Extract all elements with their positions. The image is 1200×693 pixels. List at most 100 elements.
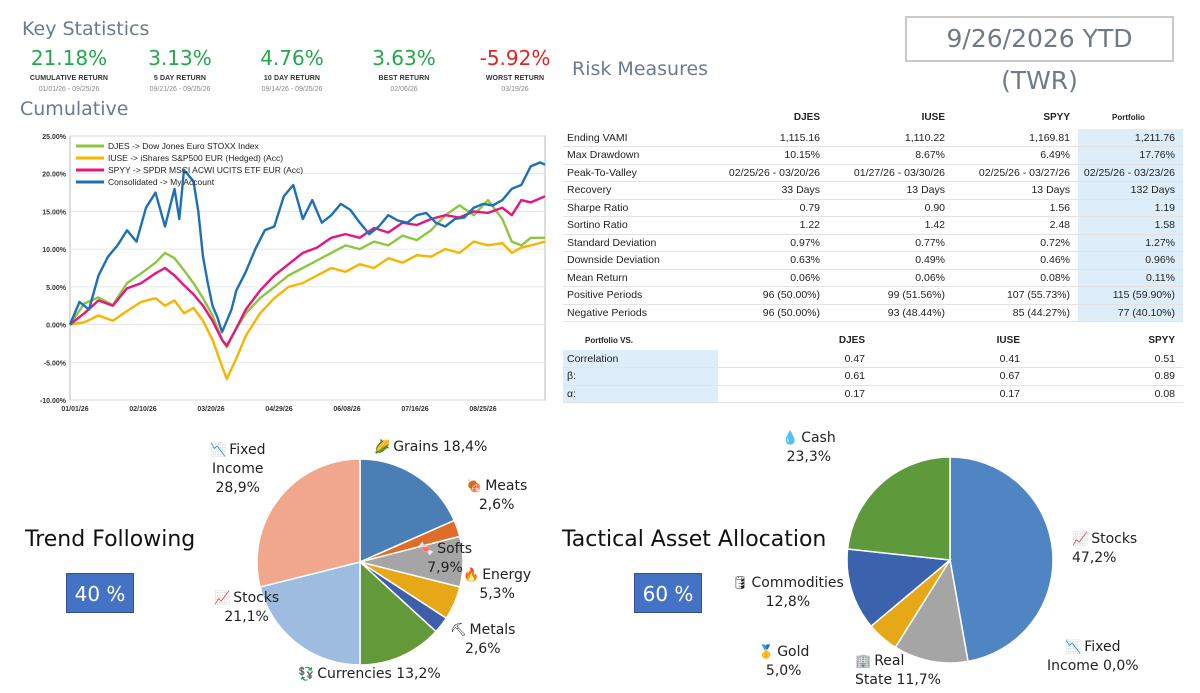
table-cell: 1.22	[703, 216, 828, 235]
table-cell: 77 (40.10%)	[1078, 304, 1183, 322]
row-label: Ending VAMI	[563, 129, 703, 147]
table-row: Downside Deviation 0.63% 0.49% 0.46% 0.96%	[563, 251, 1183, 270]
medal-icon: 🥇	[758, 645, 775, 660]
table-cell: 01/27/26 - 03/30/26	[828, 164, 953, 182]
table-cell: 96 (50.00%)	[703, 286, 828, 305]
stat-date: 02/06/26	[390, 86, 418, 93]
table-row: Max Drawdown 10.15% 8.67% 6.49% 17.76%	[563, 146, 1183, 165]
row-label: Downside Deviation	[563, 251, 703, 270]
risk-header-blank	[563, 105, 703, 129]
table-cell: 1.42	[828, 216, 953, 235]
table-cell: 13 Days	[953, 181, 1078, 200]
pie-slice-commodities	[846, 548, 952, 628]
table-cell: 0.11%	[1078, 269, 1183, 287]
row-label: Max Drawdown	[563, 146, 703, 165]
cumulative-title: Cumulative	[20, 98, 129, 120]
table-cell: 02/25/26 - 03/20/26	[703, 164, 828, 182]
currency-icon: 💱	[298, 667, 315, 682]
table-cell: 10.15%	[703, 146, 828, 165]
tactical-allocation-pie	[846, 456, 1054, 664]
stack-icon: 🛢	[732, 576, 749, 591]
table-cell: 0.89	[1028, 367, 1183, 386]
table-cell: 0.08%	[953, 269, 1078, 287]
table-cell: 0.41	[873, 350, 1028, 368]
table-cell: 0.97%	[703, 234, 828, 252]
pie-label-fixed-income: 📉 Fixed Income 0,0%	[1047, 638, 1139, 676]
stat-value: 3.13%	[148, 46, 212, 70]
meat-icon: 🍖	[466, 479, 483, 494]
table-cell: 93 (48.44%)	[828, 304, 953, 322]
risk-measures-table: DJES IUSE SPYY Portfolio Ending VAMI 1,115.1…	[563, 105, 1183, 322]
risk-measures-title: Risk Measures	[572, 58, 709, 80]
legend-label: Consolidated -> My Account	[108, 177, 215, 187]
stat-label: BEST RETURN	[378, 75, 430, 82]
softs-icon: 🍬	[418, 542, 435, 557]
y-tick-label: 10.00%	[42, 247, 67, 254]
table-cell: 99 (51.56%)	[828, 286, 953, 305]
pie-label-text: Real State 11,7%	[855, 653, 941, 688]
table-cell: 0.90	[828, 199, 953, 217]
pie-label-cash: 💧 Cash 23,3%	[782, 429, 836, 467]
pie-label-real-state: 🏢 Real State 11,7%	[855, 652, 941, 690]
table-cell: 0.51	[1028, 350, 1183, 368]
chart-icon: 📈	[1072, 532, 1089, 547]
pie-label-stocks: 📈 Stocks 21,1%	[214, 589, 279, 627]
series-line-consolidated	[68, 161, 546, 334]
risk-col-header: DJES	[793, 111, 820, 123]
stat-date: 09/14/26 - 09/25/26	[261, 86, 323, 93]
table-cell: 0.49%	[828, 251, 953, 270]
stat-label: WORST RETURN	[485, 75, 545, 82]
table-cell: 0.72%	[953, 234, 1078, 252]
y-tick-label: 5.00%	[46, 285, 67, 292]
row-label: Peak-To-Valley	[563, 164, 703, 182]
x-tick-label: 06/08/26	[333, 406, 360, 413]
table-cell: 0.47	[718, 350, 873, 368]
cumulative-line-chart: 25.00% 20.00% 15.00% 10.00% 5.00% 0.00% -5.00%…	[40, 134, 546, 413]
table-cell: 1.56	[953, 199, 1078, 217]
grains-icon: 🌽	[374, 440, 391, 455]
table-cell: 0.63%	[703, 251, 828, 270]
pie-label-meats: 🍖 Meats 2,6%	[466, 477, 527, 515]
pie-label-text: Grains 18,4%	[393, 439, 488, 455]
pie-slice-stocks	[949, 456, 1054, 663]
risk-col-header: Portfolio	[1112, 112, 1145, 122]
table-cell: 1,115.16	[703, 129, 828, 147]
stat-date: 09/21/26 - 09/25/26	[149, 86, 211, 93]
table-cell: 1.27%	[1078, 234, 1183, 252]
row-label: Positive Periods	[563, 286, 703, 305]
x-tick-label: 04/29/26	[265, 406, 292, 413]
vs-col-header: SPYY	[1148, 334, 1175, 346]
table-cell: 0.67	[873, 367, 1028, 386]
table-row: Correlation 0.47 0.41 0.51	[563, 350, 1183, 368]
risk-col-header: SPYY	[1043, 111, 1070, 123]
pie-slice-cash	[846, 456, 951, 561]
table-row: Mean Return 0.06% 0.06% 0.08% 0.11%	[563, 269, 1183, 287]
table-row: Recovery 33 Days 13 Days 13 Days 132 Days	[563, 181, 1183, 200]
stat-4: -5.92% WORST RETURN 03/19/26	[460, 46, 570, 93]
row-label: α:	[563, 385, 718, 403]
stat-label: 10 DAY RETURN	[263, 75, 321, 82]
row-label: Recovery	[563, 181, 703, 200]
x-tick-label: 01/01/26	[61, 406, 88, 413]
stat-3: 3.63% BEST RETURN 02/06/26	[349, 46, 459, 93]
table-cell: 107 (55.73%)	[953, 286, 1078, 305]
table-cell: 0.06%	[828, 269, 953, 287]
row-label: Mean Return	[563, 269, 703, 287]
chart-down-icon: 📉	[1065, 640, 1082, 655]
table-cell: 132 Days	[1078, 181, 1183, 200]
pie-label-text: Commodities 12,8%	[751, 575, 844, 610]
stat-0: 21.18% CUMULATIVE RETURN 01/01/26 - 09/25/…	[14, 46, 124, 93]
table-cell: 13 Days	[828, 181, 953, 200]
pie-label-fixed-income: 📉 Fixed Income 28,9%	[210, 441, 265, 498]
trend-following-pie	[256, 458, 464, 666]
building-icon: 🏢	[855, 654, 872, 669]
pie-label-text: Softs 7,9%	[427, 541, 473, 576]
x-tick-label: 02/10/26	[129, 406, 156, 413]
chart-icon: 📈	[214, 591, 231, 606]
pie-label-text: Currencies 13,2%	[317, 666, 441, 682]
table-row: Positive Periods 96 (50.00%) 99 (51.56%) 10…	[563, 286, 1183, 305]
table-row: Ending VAMI 1,115.16 1,110.22 1,169.81 1,211…	[563, 129, 1183, 147]
table-cell: 1.58	[1078, 216, 1183, 235]
pie-slice-fixed-income	[256, 458, 361, 588]
pie-label-text: Fixed Income 28,9%	[211, 442, 266, 496]
